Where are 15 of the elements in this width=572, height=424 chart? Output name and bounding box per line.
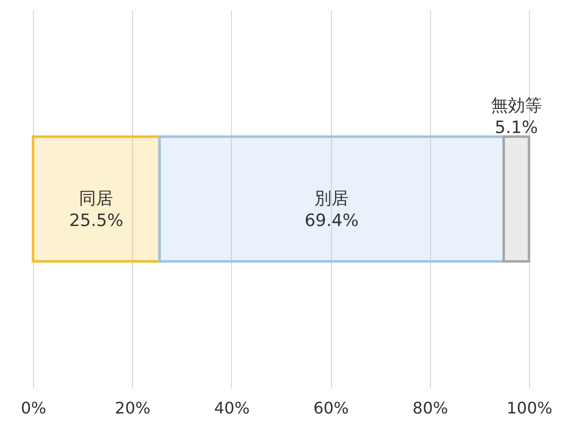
data-label: 25.5% (69, 211, 124, 231)
bar (32, 135, 161, 263)
x-tick-label: 80% (412, 398, 448, 418)
series-label: 同居 (79, 189, 114, 209)
x-tick-label: 60% (313, 398, 349, 418)
series-label: 無効等 (490, 96, 542, 116)
data-label: 69.4% (304, 211, 359, 231)
series-label: 別居 (314, 189, 349, 209)
x-tick-label: 0% (20, 398, 46, 418)
bar (502, 135, 530, 263)
data-label: 5.1% (494, 118, 538, 138)
x-tick-label: 40% (214, 398, 250, 418)
x-tick-label: 100% (506, 398, 552, 418)
x-tick-label: 20% (114, 398, 150, 418)
bar (158, 135, 505, 263)
